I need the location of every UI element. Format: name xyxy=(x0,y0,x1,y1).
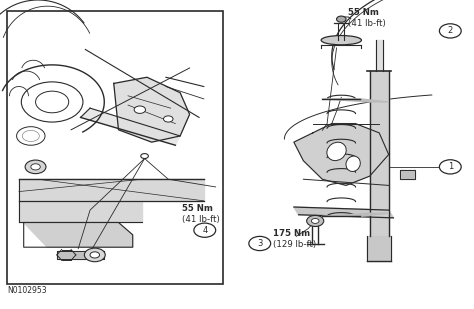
Text: 3: 3 xyxy=(257,239,263,248)
Polygon shape xyxy=(367,236,391,261)
Ellipse shape xyxy=(346,156,360,171)
Ellipse shape xyxy=(321,36,361,45)
Circle shape xyxy=(164,116,173,122)
Circle shape xyxy=(31,164,40,170)
Circle shape xyxy=(439,24,461,38)
Text: (41 lb-ft): (41 lb-ft) xyxy=(348,19,386,28)
Circle shape xyxy=(439,160,461,174)
Circle shape xyxy=(90,252,100,258)
Text: 55 Nm: 55 Nm xyxy=(348,8,379,17)
Polygon shape xyxy=(322,99,389,102)
Polygon shape xyxy=(376,40,383,71)
Circle shape xyxy=(134,106,146,113)
Text: 1: 1 xyxy=(447,162,453,171)
Polygon shape xyxy=(81,108,180,145)
Text: 55 Nm: 55 Nm xyxy=(182,204,213,213)
Circle shape xyxy=(337,16,346,22)
Polygon shape xyxy=(294,124,389,185)
Ellipse shape xyxy=(327,142,346,161)
Polygon shape xyxy=(400,170,415,179)
Polygon shape xyxy=(370,71,389,236)
Text: 175 Nm: 175 Nm xyxy=(273,229,310,238)
Circle shape xyxy=(84,248,105,262)
Circle shape xyxy=(311,218,319,223)
Polygon shape xyxy=(19,201,142,222)
Circle shape xyxy=(194,223,216,237)
Polygon shape xyxy=(322,213,389,216)
Text: (41 lb-ft): (41 lb-ft) xyxy=(182,215,220,224)
Circle shape xyxy=(141,154,148,159)
Circle shape xyxy=(25,160,46,174)
Polygon shape xyxy=(57,251,104,259)
Text: N0102953: N0102953 xyxy=(7,286,47,295)
Text: 2: 2 xyxy=(447,26,453,36)
Text: (129 lb-ft): (129 lb-ft) xyxy=(273,240,316,249)
Polygon shape xyxy=(19,179,204,201)
Polygon shape xyxy=(114,77,190,142)
Circle shape xyxy=(307,215,324,226)
Polygon shape xyxy=(294,207,393,218)
Circle shape xyxy=(249,236,271,251)
Text: 4: 4 xyxy=(202,226,208,235)
Polygon shape xyxy=(24,222,133,247)
